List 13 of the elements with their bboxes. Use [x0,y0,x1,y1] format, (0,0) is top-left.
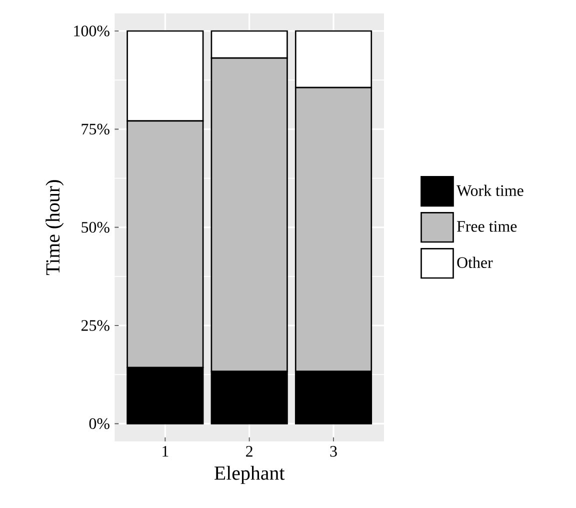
y-axis-title: Time (hour) [46,180,64,276]
legend-label: Other [457,256,493,268]
y-tick-label: 25% [81,320,110,331]
x-tick-label: 3 [330,446,337,457]
y-tick-label: 75% [82,124,110,135]
y-tick-label: 50% [82,222,110,233]
x-tick-label: 1 [162,446,168,457]
x-axis-title: Elephant [214,466,285,484]
legend-label: Work time [456,184,524,196]
legend-label: Free time [457,221,517,232]
x-tick-label: 2 [246,446,252,457]
y-tick-label: 0% [89,418,110,430]
y-tick-label: 100% [74,26,110,36]
